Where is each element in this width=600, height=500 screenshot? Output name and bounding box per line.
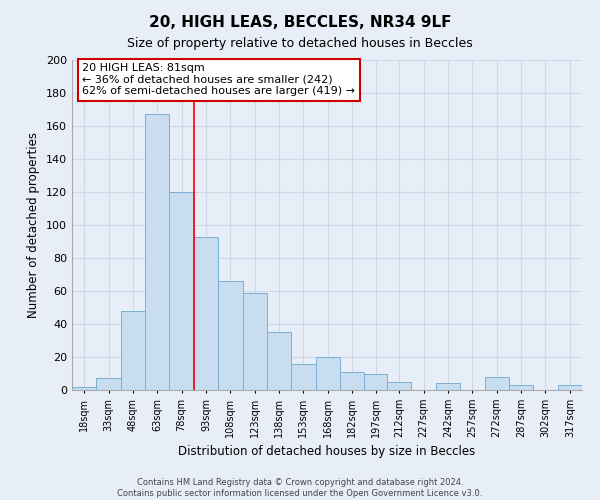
Bar xyxy=(242,292,267,390)
Y-axis label: Number of detached properties: Number of detached properties xyxy=(28,132,40,318)
Bar xyxy=(169,192,194,390)
Bar xyxy=(97,378,121,390)
Text: 20 HIGH LEAS: 81sqm
← 36% of detached houses are smaller (242)
62% of semi-detac: 20 HIGH LEAS: 81sqm ← 36% of detached ho… xyxy=(82,64,355,96)
Bar xyxy=(316,357,340,390)
Bar xyxy=(485,377,509,390)
Bar xyxy=(509,385,533,390)
Bar xyxy=(121,311,145,390)
X-axis label: Distribution of detached houses by size in Beccles: Distribution of detached houses by size … xyxy=(178,446,476,458)
Bar xyxy=(387,382,412,390)
Bar xyxy=(291,364,316,390)
Bar xyxy=(218,281,242,390)
Bar xyxy=(194,236,218,390)
Bar xyxy=(364,374,387,390)
Bar xyxy=(436,384,460,390)
Text: Size of property relative to detached houses in Beccles: Size of property relative to detached ho… xyxy=(127,38,473,51)
Bar xyxy=(267,332,291,390)
Text: Contains HM Land Registry data © Crown copyright and database right 2024.
Contai: Contains HM Land Registry data © Crown c… xyxy=(118,478,482,498)
Text: 20, HIGH LEAS, BECCLES, NR34 9LF: 20, HIGH LEAS, BECCLES, NR34 9LF xyxy=(149,15,451,30)
Bar xyxy=(72,386,97,390)
Bar xyxy=(145,114,169,390)
Bar xyxy=(340,372,364,390)
Bar xyxy=(557,385,582,390)
